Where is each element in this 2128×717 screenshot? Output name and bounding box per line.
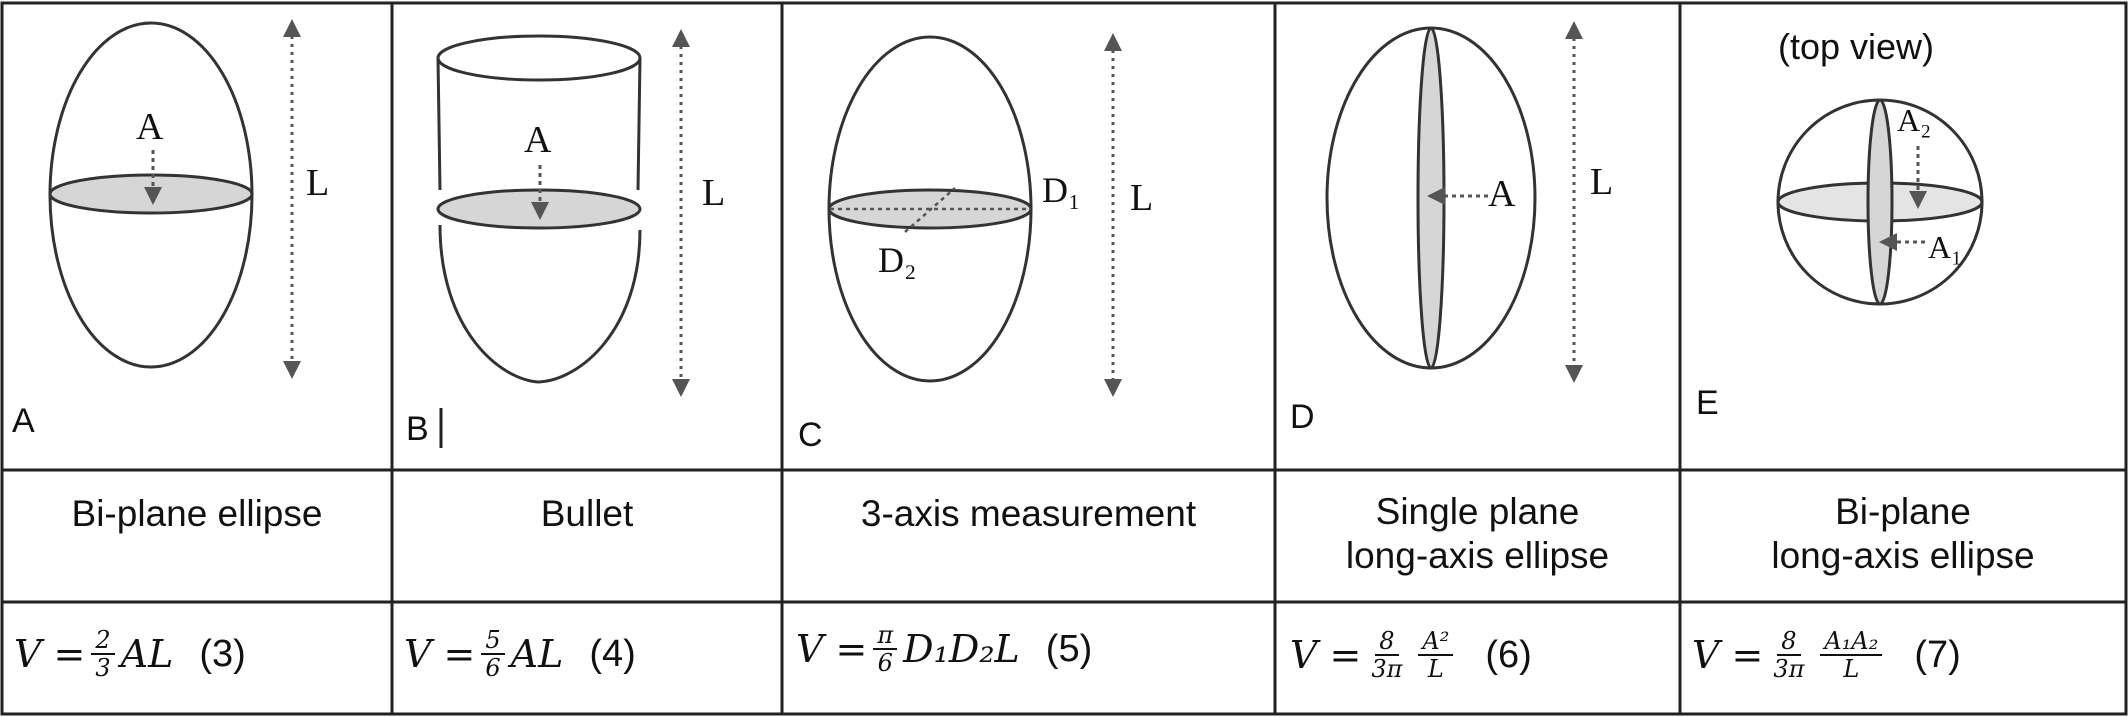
panel-a-area-label: A [136, 106, 164, 148]
panel-b-title-line-1: Bullet [540, 493, 634, 534]
panel-a-letter: A [12, 402, 35, 440]
eq4-rhs: AL [510, 632, 564, 676]
panel-a-diagram [48, 19, 301, 379]
panel-e-title: Bi-plane long-axis ellipse [1680, 490, 2126, 578]
panel-c-d2-label: D₂ [878, 240, 917, 280]
eq7-number: (7) [1914, 633, 1961, 676]
panel-b-area-label: A [524, 119, 552, 161]
panel-e-diagram [1776, 98, 1984, 306]
diagram-shapes: A L A L D₁ D₂ L A L A₂ A₁ [48, 19, 1984, 448]
eq5-rhs: D₁D₂L [903, 627, 1020, 671]
eq4-number: (4) [589, 632, 636, 675]
panel-d-title-line-2: long-axis ellipse [1345, 535, 1610, 576]
panel-d-letter: D [1290, 398, 1315, 436]
panel-c-d2-line [904, 187, 956, 233]
eq6-fraction-2: A² L [1418, 628, 1454, 682]
panel-e-letter: E [1696, 384, 1719, 422]
eq7-fraction-2: A₁A₂ L [1820, 628, 1883, 682]
eq6-fraction-1: 8 3π [1371, 627, 1403, 683]
panel-c-length-label: L [1130, 177, 1153, 219]
panel-c-d1-label: D₁ [1042, 170, 1081, 210]
equation-6: V = 8 3π A² L (6) [1290, 628, 1532, 682]
panel-b-diagram [436, 29, 690, 448]
panel-a-title: Bi-plane ellipse [2, 492, 392, 536]
panel-b-top-ellipse [436, 34, 642, 82]
eq3-number: (3) [199, 632, 246, 675]
top-view-caption: (top view) [1778, 26, 1935, 67]
panel-e-a1-label: A₁ [1928, 229, 1962, 265]
panel-e-vertical-plane [1866, 98, 1894, 306]
panel-a-title-line-1: Bi-plane ellipse [71, 493, 323, 534]
panel-a-cross-section [48, 173, 254, 215]
panel-b-length-label: L [702, 172, 725, 214]
panel-b-title: Bullet [392, 492, 782, 536]
eq5-number: (5) [1045, 627, 1093, 670]
panel-d-area-label: A [1488, 173, 1516, 215]
panel-a-length-label: L [306, 162, 329, 204]
panel-d-title-line-1: Single plane [1375, 491, 1580, 532]
equation-7: V = 8 3π A₁A₂ L (7) [1692, 628, 1961, 682]
eq3-lhs: V = [14, 632, 86, 676]
panel-d-long-axis-plane [1416, 26, 1446, 370]
panel-c-diagram [827, 33, 1122, 397]
eq5-lhs: V = [796, 627, 868, 671]
panel-c-title-line-1: 3-axis measurement [860, 493, 1197, 534]
panel-e-title-line-2: long-axis ellipse [1771, 535, 2035, 576]
panel-b-letter: B [406, 410, 429, 448]
panel-d-length-label: L [1590, 161, 1613, 203]
eq4-lhs: V = [404, 632, 476, 676]
panel-e-a2-label: A₂ [1897, 102, 1931, 138]
panel-d-title: Single plane long-axis ellipse [1275, 490, 1680, 578]
panel-b-bullet-body [436, 57, 642, 384]
eq7-lhs: V = [1692, 633, 1764, 677]
eq7-fraction-1: 8 3π [1773, 627, 1805, 683]
eq6-number: (6) [1485, 633, 1532, 676]
panel-d-diagram [1325, 21, 1583, 383]
eq3-rhs: AL [120, 632, 174, 676]
panel-c-letter: C [798, 416, 823, 454]
panel-e-title-line-1: Bi-plane [1835, 491, 1971, 532]
eq6-lhs: V = [1290, 633, 1362, 677]
panel-c-title: 3-axis measurement [782, 492, 1275, 536]
